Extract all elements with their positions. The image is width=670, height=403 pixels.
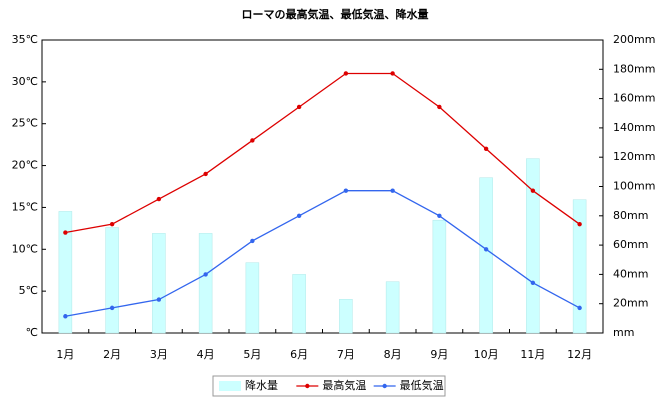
x-tick-label: 2月: [103, 348, 121, 361]
y-tick-label: 35℃: [12, 33, 38, 46]
x-tick-label: 5月: [243, 348, 261, 361]
point: [390, 188, 395, 193]
bar: [152, 233, 166, 334]
point: [250, 138, 255, 143]
y-tick-label: 20℃: [12, 159, 38, 172]
y-tick-label: 15℃: [12, 200, 38, 213]
bar: [432, 219, 447, 334]
bar: [385, 281, 400, 334]
y2-tick-label: 20mm: [613, 297, 648, 310]
point: [156, 297, 162, 302]
point: [437, 213, 442, 218]
x-tick-label: 7月: [337, 348, 355, 361]
y2-tick-label: 160mm: [613, 92, 655, 105]
point: [203, 171, 208, 177]
bar: [58, 211, 73, 334]
point: [296, 213, 302, 218]
y-tick-label: 25℃: [12, 117, 38, 130]
point: [577, 221, 582, 227]
x-tick-label: 10月: [474, 348, 499, 361]
legend-swatch: [219, 381, 241, 391]
point: [437, 104, 442, 110]
point: [483, 146, 489, 152]
point: [63, 230, 68, 235]
point: [109, 221, 115, 227]
point: [343, 71, 349, 76]
legend-swatch: [305, 383, 310, 389]
legend-label: 最高気温: [322, 378, 366, 392]
bar: [105, 227, 119, 334]
bar: [198, 233, 213, 334]
point: [530, 188, 536, 193]
x-tick-label: 9月: [430, 348, 448, 361]
y2-tick-label: 180mm: [613, 62, 655, 75]
x-tick-label: 1月: [56, 348, 74, 361]
legend-label: 降水量: [245, 378, 278, 392]
legend-swatch: [382, 383, 387, 389]
x-tick-label: 11月: [520, 348, 545, 361]
x-tick-label: 6月: [290, 348, 308, 361]
line: [65, 72, 581, 234]
bar: [572, 199, 587, 334]
point: [577, 305, 582, 311]
plot-frame: [41, 39, 604, 334]
chart-title: ローマの最高気温、最低気温、降水量: [242, 7, 429, 21]
bar: [526, 158, 540, 334]
point: [483, 247, 489, 252]
x-tick-label: 8月: [384, 348, 402, 361]
x-tick-label: 3月: [150, 348, 168, 361]
y2-tick-label: 80mm: [613, 209, 648, 222]
y-tick-label: 10℃: [12, 242, 38, 255]
point: [530, 280, 536, 285]
point: [109, 305, 115, 311]
y2-tick-label: 40mm: [613, 267, 648, 280]
point: [203, 272, 208, 277]
y2-tick-label: 100mm: [613, 180, 655, 193]
y-tick-label: ℃: [26, 326, 38, 339]
legend-label: 最低気温: [400, 378, 444, 392]
legend-box: [212, 375, 446, 397]
y-tick-label: 5℃: [19, 284, 38, 297]
y2-tick-label: 120mm: [613, 150, 655, 163]
y2-tick-label: mm: [613, 326, 634, 339]
y2-tick-label: 200mm: [613, 33, 655, 46]
point: [296, 104, 302, 110]
point: [390, 71, 395, 76]
point: [156, 196, 162, 202]
bar: [339, 299, 353, 334]
point: [63, 314, 68, 319]
point: [250, 238, 255, 244]
y2-tick-label: 60mm: [613, 238, 648, 251]
bar: [479, 177, 493, 334]
y2-tick-label: 140mm: [613, 121, 655, 134]
x-tick-label: 12月: [567, 348, 592, 361]
bar: [292, 274, 306, 334]
bar: [245, 262, 260, 334]
x-tick-label: 4月: [197, 348, 215, 361]
y-tick-label: 30℃: [12, 75, 38, 88]
line: [65, 190, 580, 317]
point: [343, 188, 349, 193]
